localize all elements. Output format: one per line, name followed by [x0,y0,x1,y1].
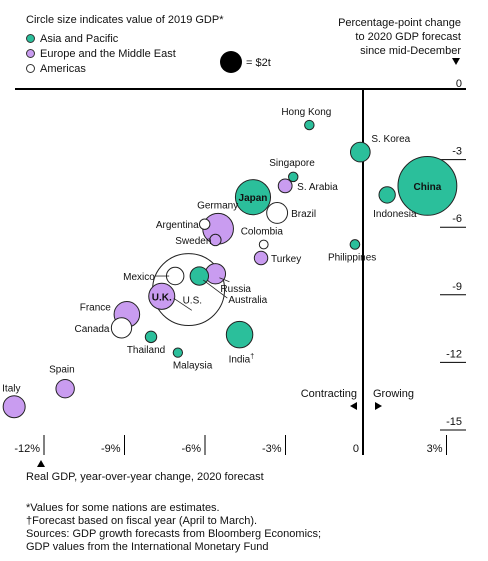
point-hong-kong [304,119,315,131]
point-japan [234,179,272,216]
label-australia: Australia [228,295,267,306]
label-china: China [414,182,442,193]
x-tick-label: -3% [262,443,282,455]
point-india [225,320,254,349]
x-tick-label: 0 [353,443,359,455]
x-tick-label: -12% [14,443,40,455]
asia-swatch-icon [26,34,35,43]
label-layer: Hong Kong S. Korea China Singapore S. Arabia… [2,107,442,395]
label-italy: Italy [2,384,20,395]
right-arrow-icon [375,402,382,410]
point-s-korea [349,141,371,163]
point-colombia [258,239,269,250]
label-india: India† [229,354,255,366]
point-canada [110,317,133,339]
x-axis-label: Real GDP, year-over-year change, 2020 fo… [26,471,264,483]
point-argentina [198,218,211,230]
contracting-label: Contracting [301,388,357,400]
americas-swatch-icon [26,64,35,73]
europe-swatch-icon [26,49,35,58]
footnote-imf: GDP values from the International Moneta… [26,541,269,553]
label-france: France [80,302,112,313]
label-japan: Japan [239,193,268,204]
label-brazil: Brazil [291,209,316,220]
point-brazil [266,201,289,224]
point-s-arabia [277,178,293,194]
label-thailand: Thailand [127,345,165,356]
legend-size-note: Circle size indicates value of 2019 GDP* [26,14,224,26]
x-tick-label: -6% [181,443,201,455]
point-spain [55,378,75,399]
x-tick-label: -9% [101,443,121,455]
point-italy [2,395,26,419]
growing-label: Growing [373,388,414,400]
point-singapore [288,171,299,183]
footnotes: *Values for some nations are estimates. … [26,502,321,554]
label-canada: Canada [74,324,109,335]
y-tick-label: -3 [452,146,462,158]
y-title-line2: to 2020 GDP forecast [355,31,461,43]
point-sweden [209,233,222,247]
label-s-korea: S. Korea [371,134,410,145]
y-tick-label: 0 [456,78,462,90]
footnote-sources: Sources: GDP growth forecasts from Bloom… [26,528,322,540]
point-philippines [349,239,361,250]
label-malaysia: Malaysia [173,361,213,372]
leader-line [203,279,228,299]
size-scale-label: = $2t [246,57,271,69]
y-tick-label: -6 [452,213,462,225]
label-indonesia: Indonesia [373,209,417,220]
y-tick-label: -12 [446,348,462,360]
legend-item-asia: Asia and Pacific [26,31,223,46]
down-triangle-icon [452,58,460,65]
label-russia: Russia [220,284,251,295]
y-title-line1: Percentage-point change [338,17,461,29]
point-thailand [144,330,158,344]
label-philippines: Philippines [328,252,376,263]
y-title-line3: since mid-December [360,45,461,57]
label-sweden: Sweden [175,236,211,247]
leader-line [219,277,230,283]
left-arrow-icon [350,402,357,410]
label-mexico: Mexico [123,272,155,283]
label-hong-kong: Hong Kong [281,107,331,118]
label-turkey: Turkey [271,254,301,265]
point-indonesia [378,186,396,204]
label-colombia: Colombia [241,226,284,237]
size-scale-circle [220,51,242,73]
x-tick-label: 3% [427,443,443,455]
y-tick-label: -15 [446,416,462,428]
legend-item-americas: Americas [26,61,223,76]
label-singapore: Singapore [269,158,315,169]
point-malaysia [172,347,184,358]
label-spain: Spain [49,365,75,376]
up-triangle-icon [37,460,45,467]
label-germany: Germany [197,201,238,212]
point-u-k [148,282,176,310]
label-s-arabia: S. Arabia [297,182,338,193]
point-china [397,155,458,216]
y-tick-label: -9 [452,281,462,293]
footnote-estimates: *Values for some nations are estimates. [26,502,220,514]
legend-item-europe: Europe and the Middle East [26,46,223,61]
label-u-k: U.K. [152,292,172,303]
label-u-s: U.S. [183,296,202,307]
point-turkey [253,250,269,266]
leader-line [173,297,192,311]
legend: Circle size indicates value of 2019 GDP*… [26,14,223,76]
point-australia [189,266,210,286]
label-argentina: Argentina [156,220,199,231]
footnote-fiscal: †Forecast based on fiscal year (April to… [26,515,258,527]
